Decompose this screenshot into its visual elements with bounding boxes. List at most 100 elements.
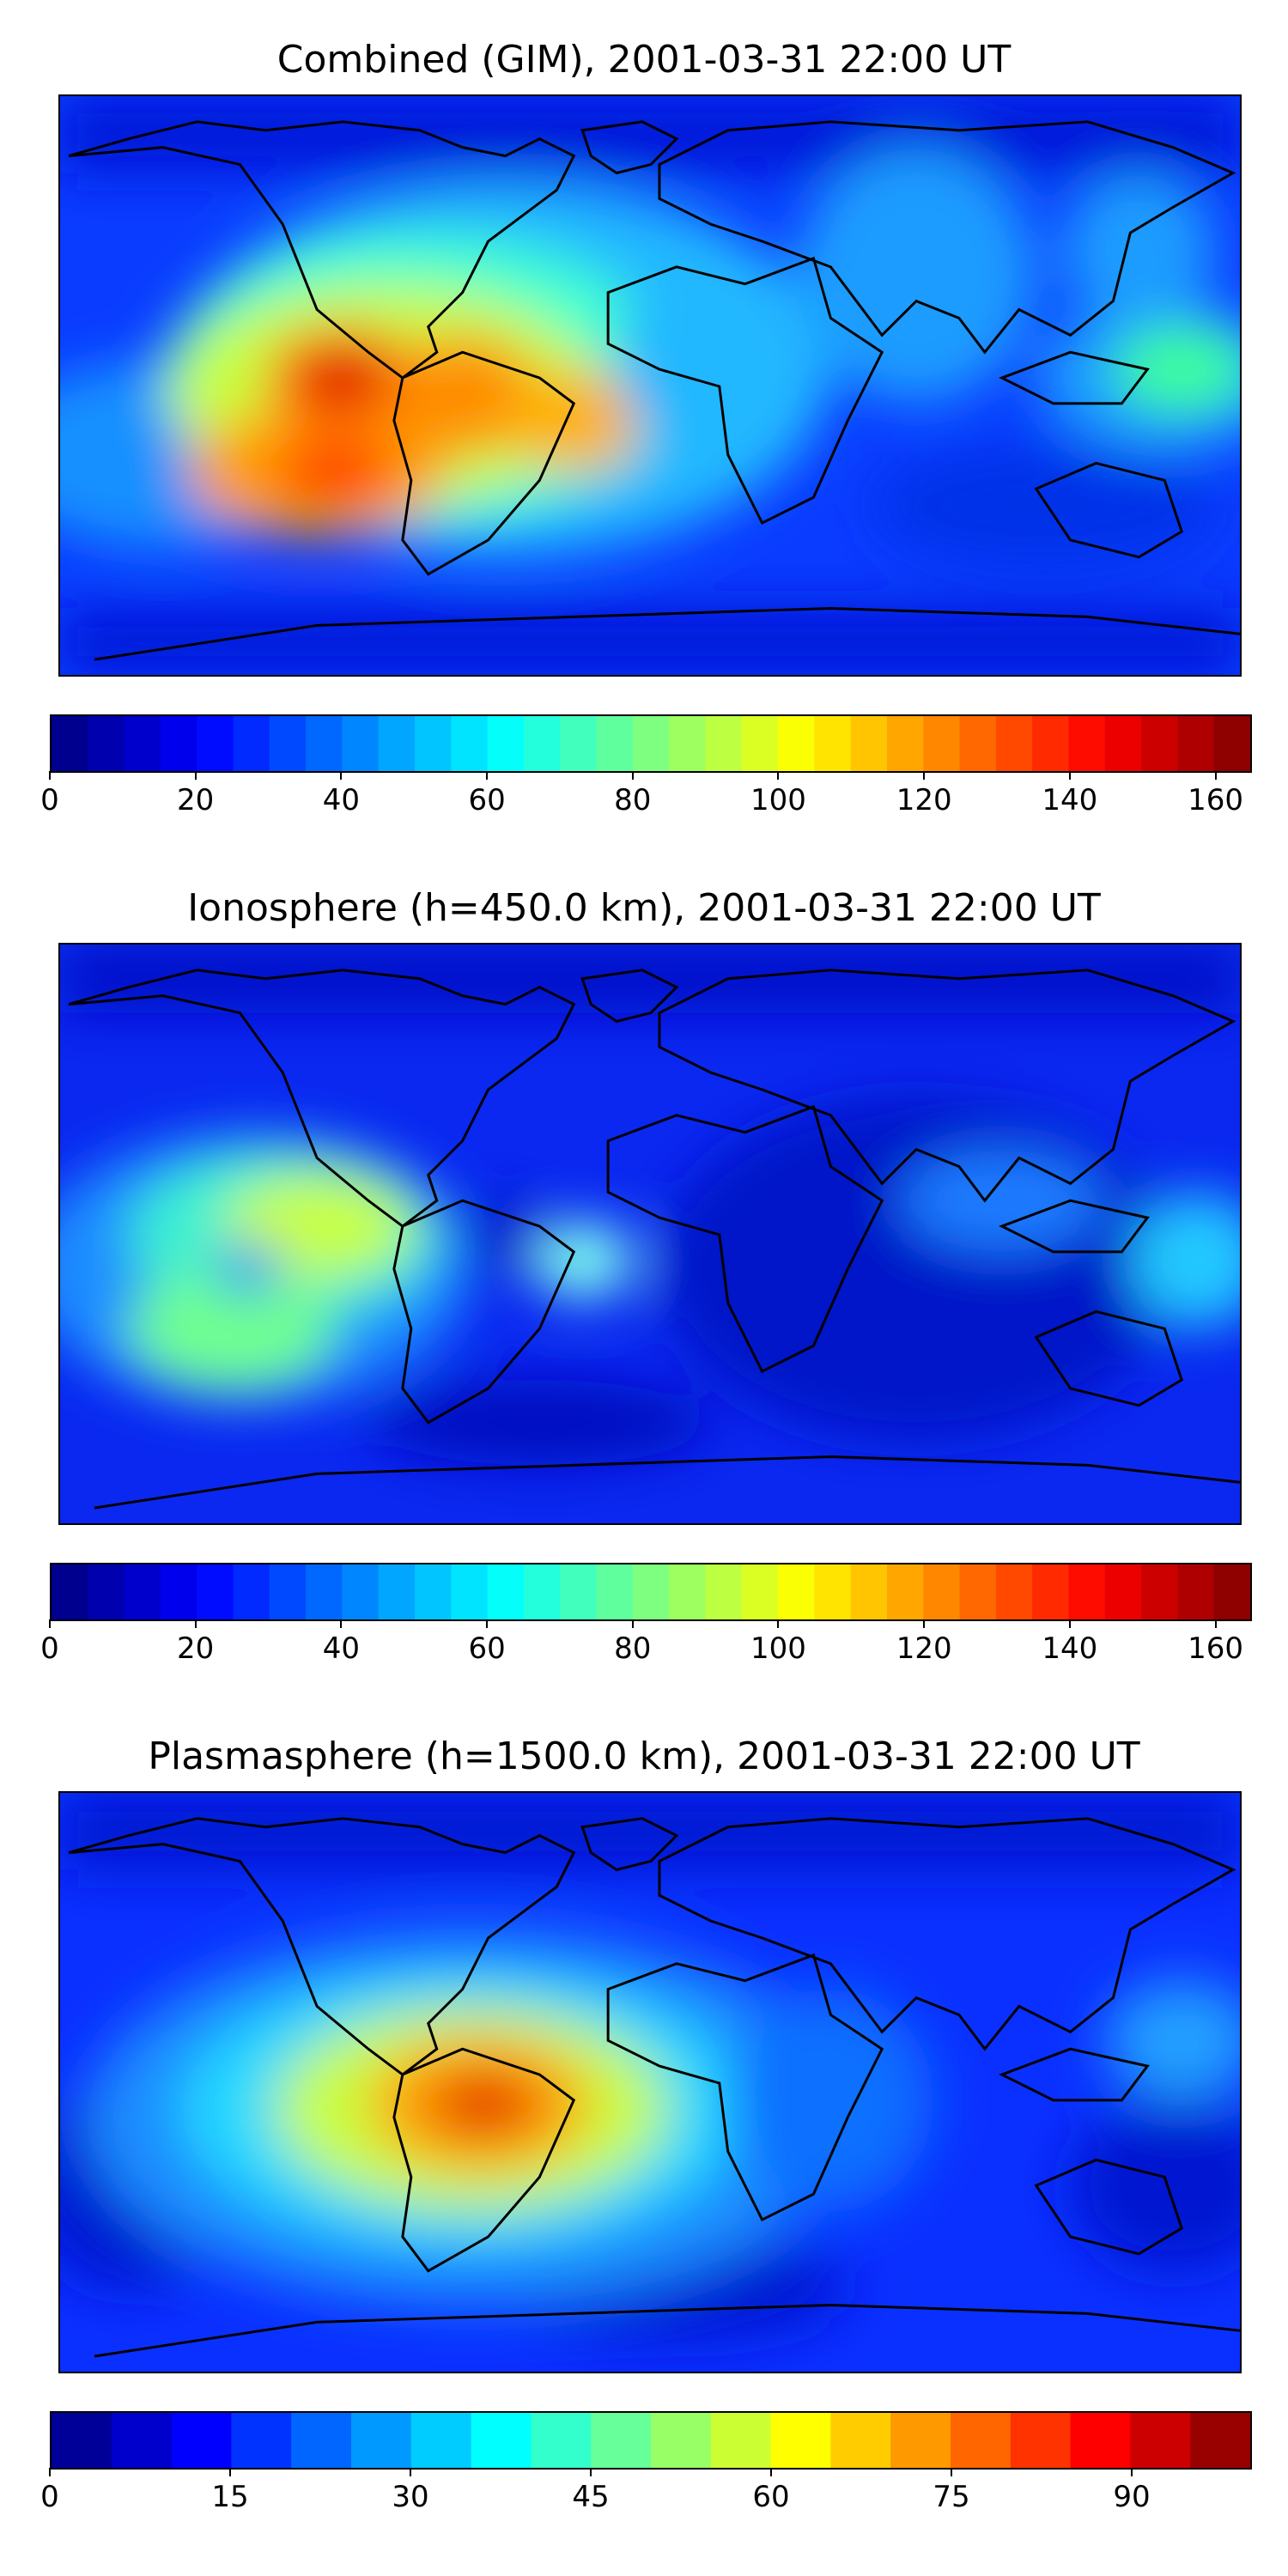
colorbar-tick-mark bbox=[340, 1619, 343, 1628]
panel-3-title: Plasmasphere (h=1500.0 km), 2001-03-31 2… bbox=[148, 1735, 1140, 1778]
colorbar-level bbox=[233, 716, 270, 771]
coastlines bbox=[68, 969, 1240, 1510]
map-svg bbox=[60, 1793, 1240, 2372]
colorbar-tick-mark bbox=[1214, 771, 1217, 780]
colorbar-tick-label: 45 bbox=[572, 2480, 610, 2514]
colorbar-level bbox=[415, 716, 453, 771]
colorbar-level bbox=[591, 2413, 652, 2468]
colorbar-tick-mark bbox=[923, 1619, 926, 1628]
colorbar-tick-mark bbox=[340, 771, 343, 780]
colorbar-tick-label: 80 bbox=[614, 1631, 652, 1666]
colorbar-tick-mark bbox=[777, 771, 780, 780]
colorbar-tick-label: 160 bbox=[1188, 1631, 1244, 1666]
colorbar-tick-mark bbox=[1068, 771, 1071, 780]
colorbar-tick-mark bbox=[49, 1619, 51, 1628]
colorbar-tick-mark bbox=[777, 1619, 780, 1628]
colorbar-level bbox=[705, 1564, 743, 1619]
colorbar-tick-label: 120 bbox=[896, 1631, 952, 1666]
colorbar-level bbox=[88, 1564, 125, 1619]
colorbar-tick-label: 60 bbox=[752, 2480, 790, 2514]
colorbar-level bbox=[160, 716, 198, 771]
colorbar-level bbox=[1068, 716, 1106, 771]
colorbar-level bbox=[669, 716, 707, 771]
colorbar-level bbox=[124, 1564, 161, 1619]
colorbar-tick-mark bbox=[923, 771, 926, 780]
panel-2-colorbar-ticks: 0 20 40 60 80 100 120 140 160 bbox=[40, 1619, 1252, 1666]
colorbar-level bbox=[523, 1564, 562, 1619]
colorbar-level bbox=[487, 1564, 525, 1619]
colorbar-level bbox=[705, 716, 743, 771]
colorbar-level bbox=[886, 716, 925, 771]
colorbar-level bbox=[651, 2413, 712, 2468]
colorbar-tick-label: 0 bbox=[40, 1631, 59, 1666]
colorbar-level bbox=[378, 716, 416, 771]
colorbar-tick-mark bbox=[1131, 2468, 1133, 2476]
colorbar-level bbox=[197, 716, 234, 771]
colorbar-level bbox=[770, 2413, 832, 2468]
panel-1-colorbar bbox=[50, 714, 1252, 773]
colorbar-level bbox=[1130, 2413, 1192, 2468]
colorbar-level bbox=[111, 2413, 173, 2468]
colorbar-level bbox=[959, 716, 997, 771]
colorbar-level bbox=[451, 716, 489, 771]
colorbar-level bbox=[814, 716, 852, 771]
colorbar-tick-mark bbox=[194, 771, 197, 780]
colorbar-level bbox=[269, 716, 307, 771]
colorbar-level bbox=[741, 716, 779, 771]
colorbar-level bbox=[291, 2413, 352, 2468]
colorbar-level bbox=[1104, 1564, 1142, 1619]
colorbar-tick-label: 40 bbox=[322, 783, 361, 817]
colorbar-level bbox=[1032, 1564, 1070, 1619]
colorbar-svg bbox=[52, 716, 1250, 771]
panel-3-colorbar bbox=[50, 2411, 1252, 2470]
colorbar-tick-mark bbox=[1068, 1619, 1071, 1628]
colorbar-svg bbox=[52, 1564, 1250, 1619]
colorbar-level bbox=[197, 1564, 234, 1619]
colorbar-level bbox=[1141, 716, 1179, 771]
colorbar-level bbox=[52, 716, 89, 771]
colorbar-level bbox=[850, 716, 888, 771]
colorbar-tick-label: 160 bbox=[1188, 783, 1244, 817]
colorbar-level bbox=[959, 1564, 997, 1619]
colorbar-level bbox=[778, 1564, 816, 1619]
colorbar-level bbox=[415, 1564, 453, 1619]
panel-1-colorbar-ticks: 0 20 40 60 80 100 120 140 160 bbox=[40, 771, 1252, 817]
panel-3-colorbar-ticks: 0 15 30 45 60 75 90 bbox=[40, 2468, 1252, 2514]
colorbar-level bbox=[342, 716, 380, 771]
colorbar-level bbox=[52, 2413, 112, 2468]
colorbar-tick-label: 0 bbox=[40, 783, 59, 817]
colorbar-tick-label: 60 bbox=[468, 783, 506, 817]
colorbar-level bbox=[487, 716, 525, 771]
colorbar-level bbox=[1070, 2413, 1132, 2468]
colorbar-tick-label: 100 bbox=[750, 783, 806, 817]
panel-3-map bbox=[58, 1791, 1242, 2373]
colorbar-level bbox=[923, 716, 961, 771]
panel-2-map bbox=[58, 943, 1242, 1525]
colorbar-tick-mark bbox=[486, 771, 489, 780]
colorbar-level bbox=[1104, 716, 1142, 771]
colorbar-tick-label: 20 bbox=[177, 1631, 215, 1666]
colorbar-level bbox=[52, 1564, 89, 1619]
colorbar-level bbox=[814, 1564, 852, 1619]
colorbar-level bbox=[451, 1564, 489, 1619]
colorbar-tick-label: 60 bbox=[468, 1631, 506, 1666]
colorbar-level bbox=[1068, 1564, 1106, 1619]
colorbar-level bbox=[1177, 1564, 1215, 1619]
colorbar-level bbox=[560, 716, 598, 771]
colorbar-level bbox=[231, 2413, 293, 2468]
colorbar-level bbox=[1213, 716, 1250, 771]
colorbar-tick-label: 0 bbox=[40, 2480, 59, 2514]
colorbar-level bbox=[1190, 2413, 1250, 2468]
colorbar-tick-mark bbox=[631, 1619, 634, 1628]
colorbar-level bbox=[560, 1564, 598, 1619]
colorbar-tick-label: 80 bbox=[614, 783, 652, 817]
colorbar-tick-label: 120 bbox=[896, 783, 952, 817]
coastlines bbox=[68, 120, 1240, 661]
colorbar-tick-mark bbox=[631, 771, 634, 780]
colorbar-level bbox=[596, 716, 634, 771]
colorbar-tick-mark bbox=[1214, 1619, 1217, 1628]
colorbar-tick-label: 140 bbox=[1042, 783, 1098, 817]
colorbar-level bbox=[233, 1564, 270, 1619]
colorbar-level bbox=[342, 1564, 380, 1619]
colorbar-level bbox=[471, 2413, 532, 2468]
